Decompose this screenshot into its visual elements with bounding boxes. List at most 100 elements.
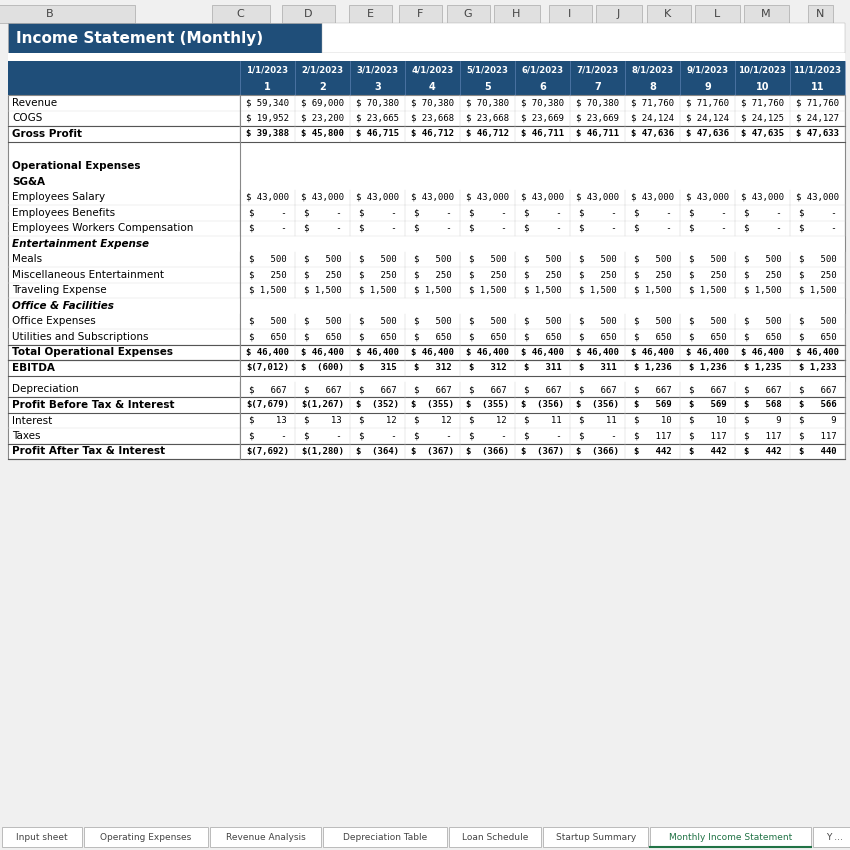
Bar bbox=[8, 444, 845, 459]
Text: $     -: $ - bbox=[524, 224, 561, 233]
Text: N: N bbox=[816, 9, 824, 19]
Text: $(7,679): $(7,679) bbox=[246, 400, 289, 410]
Text: $ 1,500: $ 1,500 bbox=[799, 286, 836, 295]
Text: $ 46,400: $ 46,400 bbox=[796, 348, 839, 357]
Text: $     -: $ - bbox=[524, 432, 561, 440]
Text: $   667: $ 667 bbox=[579, 385, 616, 394]
Text: 6: 6 bbox=[539, 82, 546, 92]
Text: Operational Expenses: Operational Expenses bbox=[12, 162, 140, 172]
Text: $ 71,760: $ 71,760 bbox=[631, 99, 674, 107]
Text: $ 1,236: $ 1,236 bbox=[634, 363, 672, 372]
Text: $ 46,400: $ 46,400 bbox=[686, 348, 729, 357]
Text: $     -: $ - bbox=[468, 432, 507, 440]
Bar bbox=[8, 95, 845, 110]
Text: $ 43,000: $ 43,000 bbox=[356, 193, 399, 201]
Text: Profit After Tax & Interest: Profit After Tax & Interest bbox=[12, 446, 165, 456]
Bar bbox=[647, 5, 691, 23]
Text: $   117: $ 117 bbox=[688, 432, 726, 440]
Text: $     -: $ - bbox=[634, 224, 672, 233]
Text: $   500: $ 500 bbox=[524, 255, 561, 264]
Text: $   500: $ 500 bbox=[359, 255, 396, 264]
Text: $   667: $ 667 bbox=[799, 385, 836, 394]
Text: $   442: $ 442 bbox=[688, 447, 726, 456]
Text: 3: 3 bbox=[374, 82, 381, 92]
Text: $  (366): $ (366) bbox=[576, 447, 619, 456]
Text: $  (355): $ (355) bbox=[466, 400, 509, 410]
Text: $    12: $ 12 bbox=[468, 416, 507, 425]
Text: $   315: $ 315 bbox=[359, 363, 396, 372]
Text: $   250: $ 250 bbox=[744, 270, 781, 280]
Text: $ 1,500: $ 1,500 bbox=[634, 286, 672, 295]
Text: $ 23,669: $ 23,669 bbox=[521, 114, 564, 122]
Text: $ 47,636: $ 47,636 bbox=[686, 129, 729, 139]
Text: $  (364): $ (364) bbox=[356, 447, 399, 456]
Text: F: F bbox=[416, 9, 423, 19]
Text: Interest: Interest bbox=[12, 416, 52, 426]
Text: 11/1/2023: 11/1/2023 bbox=[793, 65, 842, 75]
Text: $  (366): $ (366) bbox=[466, 447, 509, 456]
Text: 10/1/2023: 10/1/2023 bbox=[739, 65, 786, 75]
Text: $   250: $ 250 bbox=[799, 270, 836, 280]
Text: $     -: $ - bbox=[359, 208, 396, 218]
Text: $     -: $ - bbox=[303, 208, 342, 218]
Text: $ 43,000: $ 43,000 bbox=[686, 193, 729, 201]
Text: $    10: $ 10 bbox=[688, 416, 726, 425]
Text: Profit Before Tax & Interest: Profit Before Tax & Interest bbox=[12, 400, 174, 410]
Text: Employees Benefits: Employees Benefits bbox=[12, 207, 115, 218]
Bar bbox=[650, 827, 811, 847]
Text: $     -: $ - bbox=[468, 208, 507, 218]
Text: $ 46,400: $ 46,400 bbox=[521, 348, 564, 357]
Text: $ 1,500: $ 1,500 bbox=[249, 286, 286, 295]
Text: Operating Expenses: Operating Expenses bbox=[100, 832, 191, 842]
Text: $     9: $ 9 bbox=[744, 416, 781, 425]
Text: $   500: $ 500 bbox=[579, 255, 616, 264]
Bar bbox=[808, 5, 834, 23]
Text: $ 1,500: $ 1,500 bbox=[359, 286, 396, 295]
Text: COGS: COGS bbox=[12, 113, 43, 123]
Text: 3/1/2023: 3/1/2023 bbox=[356, 65, 399, 75]
Text: $ 70,380: $ 70,380 bbox=[576, 99, 619, 107]
Text: $   311: $ 311 bbox=[579, 363, 616, 372]
Text: $ 1,235: $ 1,235 bbox=[744, 363, 781, 372]
Text: $ 24,125: $ 24,125 bbox=[741, 114, 784, 122]
Bar bbox=[494, 5, 540, 23]
Text: $   650: $ 650 bbox=[359, 332, 396, 342]
Text: $   442: $ 442 bbox=[744, 447, 781, 456]
Bar bbox=[596, 5, 642, 23]
Text: M: M bbox=[762, 9, 771, 19]
Text: J: J bbox=[616, 9, 620, 19]
Bar bbox=[449, 827, 541, 847]
Text: $   311: $ 311 bbox=[524, 363, 561, 372]
Text: $   500: $ 500 bbox=[744, 255, 781, 264]
Text: $   566: $ 566 bbox=[799, 400, 836, 410]
Bar bbox=[8, 282, 845, 298]
Bar bbox=[8, 174, 845, 190]
Bar bbox=[447, 5, 490, 23]
Text: $   250: $ 250 bbox=[359, 270, 396, 280]
Bar bbox=[8, 141, 845, 150]
Bar bbox=[8, 413, 845, 428]
Text: $   500: $ 500 bbox=[688, 255, 726, 264]
Text: $   500: $ 500 bbox=[524, 317, 561, 326]
Text: $ 46,400: $ 46,400 bbox=[246, 348, 289, 357]
Text: Startup Summary: Startup Summary bbox=[556, 832, 636, 842]
Bar bbox=[8, 53, 845, 61]
Text: $   500: $ 500 bbox=[249, 317, 286, 326]
Text: $   569: $ 569 bbox=[688, 400, 726, 410]
Bar bbox=[2, 827, 82, 847]
Text: 1/1/2023: 1/1/2023 bbox=[246, 65, 288, 75]
Text: $  (356): $ (356) bbox=[521, 400, 564, 410]
Bar bbox=[8, 236, 845, 252]
Bar bbox=[8, 397, 845, 413]
Text: $   442: $ 442 bbox=[634, 447, 672, 456]
Text: $   250: $ 250 bbox=[249, 270, 286, 280]
Text: 5: 5 bbox=[484, 82, 490, 92]
Text: 7/1/2023: 7/1/2023 bbox=[576, 65, 619, 75]
Text: K: K bbox=[665, 9, 672, 19]
Text: 2/1/2023: 2/1/2023 bbox=[302, 65, 343, 75]
Text: $ 46,712: $ 46,712 bbox=[411, 129, 454, 139]
Text: $ 39,388: $ 39,388 bbox=[246, 129, 289, 139]
Bar bbox=[84, 827, 207, 847]
Text: $   500: $ 500 bbox=[744, 317, 781, 326]
Text: $   650: $ 650 bbox=[249, 332, 286, 342]
